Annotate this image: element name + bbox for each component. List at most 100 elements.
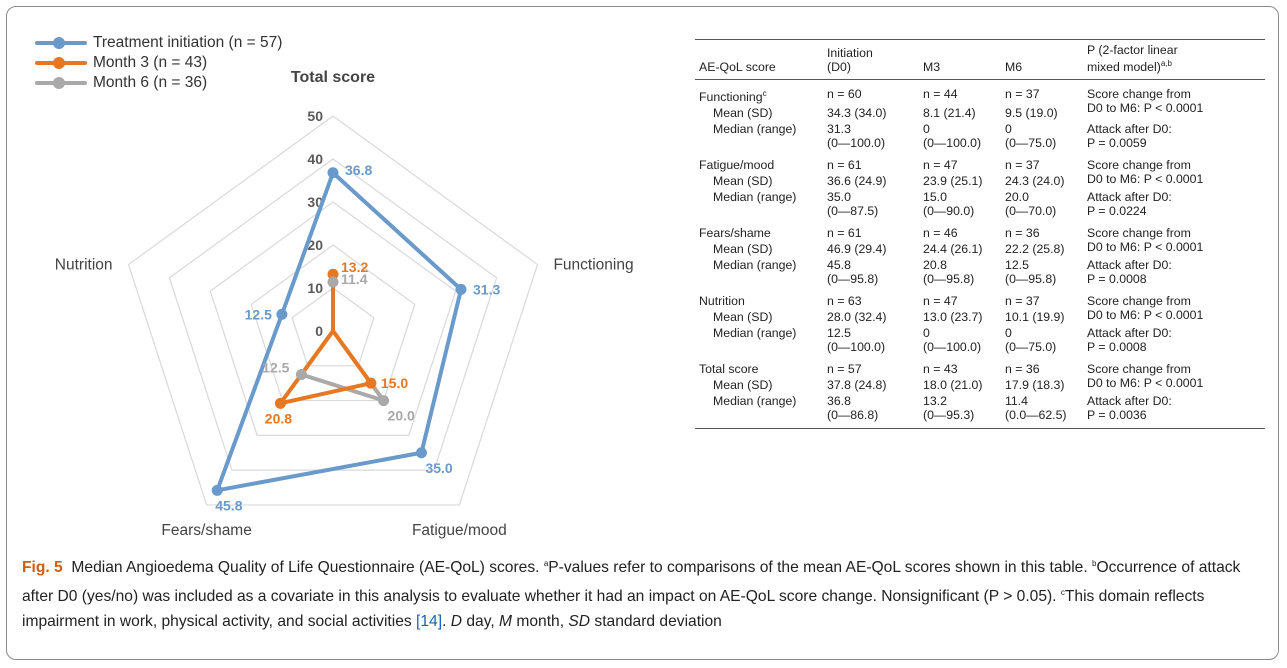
- data-point: [415, 447, 427, 459]
- data-label: 12.5: [245, 306, 272, 322]
- median-range-cell: 0 (0—75.0): [1005, 122, 1057, 151]
- abbr-m: M: [499, 613, 513, 631]
- abbr-d-text: day,: [466, 613, 495, 631]
- grid-ring-30: [209, 201, 457, 436]
- domain-name-cell: Fears/shame: [699, 226, 771, 241]
- caption-title: Median Angioedema Quality of Life Questi…: [71, 559, 540, 577]
- series-line: [215, 170, 464, 493]
- chart-legend: Treatment initiation (n = 57) Month 3 (n …: [33, 33, 282, 93]
- sample-size-cell: n = 43: [923, 362, 958, 377]
- table-row: Mean (SD) 34.3 (34.0) 8.1 (21.4) 9.5 (19.0): [695, 105, 1265, 121]
- footnote-marker: a,b: [1160, 59, 1172, 68]
- median-range-cell: 0 (0—100.0): [923, 326, 982, 355]
- sample-size-cell: n = 57: [827, 362, 862, 377]
- axis-label: Fears/shame: [161, 522, 251, 539]
- row-label-cell: Mean (SD): [713, 106, 773, 121]
- p-value-cell: Attack after D0: P = 0.0036: [1083, 393, 1265, 430]
- data-label: 36.8: [345, 162, 372, 178]
- data-point: [276, 308, 288, 320]
- table-row: Fears/shame n = 61 n = 46 n = 36 Score chang…: [695, 219, 1265, 254]
- table-row: Mean (SD) 37.8 (24.8) 18.0 (21.0) 17.9 (18.…: [695, 377, 1265, 393]
- mean-sd-cell: 8.1 (21.4): [923, 106, 976, 121]
- aeqol-table: AE-QoL score Initiation (D0) M3 M6 P (2-facto…: [695, 38, 1265, 430]
- caption-note-a-marker: a: [543, 559, 549, 568]
- row-label-cell: Mean (SD): [713, 378, 773, 393]
- sample-size-cell: n = 37: [1005, 294, 1040, 309]
- mean-sd-cell: 24.4 (26.1): [923, 242, 983, 257]
- median-range-cell: 31.3 (0—100.0): [827, 122, 886, 151]
- median-range-cell: 0 (0—100.0): [923, 122, 982, 151]
- row-label-cell: Median (range): [713, 258, 797, 273]
- figure-panel: Total score Functioning Fatigue/mood Fears/…: [6, 6, 1279, 660]
- legend-swatch: [33, 53, 89, 73]
- median-range-cell: 13.2 (0—95.3): [919, 393, 1001, 430]
- radar-chart-svg: Total score Functioning Fatigue/mood Fears/…: [55, 69, 634, 539]
- figure-caption: Fig. 5 Median Angioedema Quality of Life…: [22, 559, 1241, 631]
- table-row: Median (range) 31.3 (0—100.0) 0 (0—100.0) 0 (0…: [695, 121, 1265, 151]
- table-row: Mean (SD) 28.0 (32.4) 13.0 (23.7) 10.1 (19.…: [695, 309, 1265, 325]
- data-point: [378, 395, 390, 407]
- p-value-cell: Score change from D0 to M6: P < 0.0001: [1087, 294, 1204, 323]
- figure-label: Fig. 5: [22, 559, 63, 577]
- p-value-cell: Attack after D0: P = 0.0008: [1087, 326, 1172, 355]
- mean-sd-cell: 22.2 (25.8): [1005, 242, 1065, 257]
- sample-size-cell: n = 36: [1005, 362, 1040, 377]
- row-label-cell: Mean (SD): [713, 242, 773, 257]
- row-label-cell: Median (range): [713, 122, 797, 137]
- grid-ring-20: [250, 244, 416, 402]
- table-header-cell: AE-QoL score: [695, 38, 823, 81]
- table-row: Nutrition n = 63 n = 47 n = 37 Score change …: [695, 287, 1265, 322]
- abbr-m-text: month,: [516, 613, 565, 631]
- grid-ring-50: [127, 115, 539, 506]
- table-row: Mean (SD) 46.9 (29.4) 24.4 (26.1) 22.2 (25.…: [695, 241, 1265, 257]
- abbr-sd: SD: [568, 613, 591, 631]
- radial-tick-label: 50: [307, 108, 323, 124]
- mean-sd-cell: 10.1 (19.9): [1005, 310, 1065, 325]
- median-range-cell: 35.0 (0—87.5): [827, 190, 879, 219]
- data-point: [211, 484, 223, 496]
- median-range-cell: 45.8 (0—95.8): [827, 258, 879, 287]
- row-label-cell: Median (range): [713, 326, 797, 341]
- data-point: [455, 283, 467, 295]
- p-value-cell: Attack after D0: P = 0.0008: [1087, 258, 1172, 287]
- p-value-cell: Score change from D0 to M6: P < 0.0001: [1087, 158, 1204, 187]
- data-point: [327, 276, 339, 288]
- data-label: 12.5: [262, 359, 289, 375]
- reference-link[interactable]: [14]: [416, 613, 443, 631]
- sample-size-cell: n = 37: [1005, 87, 1040, 102]
- sample-size-cell: n = 46: [923, 226, 958, 241]
- domain-name-cell: Fatigue/mood: [699, 158, 775, 173]
- sample-size-cell: n = 47: [923, 294, 958, 309]
- series-line: [278, 272, 373, 406]
- p-value-cell: Attack after D0: P = 0.0224: [1087, 190, 1172, 219]
- grid-ring-10: [291, 287, 375, 367]
- data-label: 20.0: [388, 408, 415, 424]
- table-row: Mean (SD) 36.6 (24.9) 23.9 (25.1) 24.3 (24.…: [695, 173, 1265, 189]
- caption-note-c: This domain reflects impairment in work,…: [22, 588, 1205, 631]
- mean-sd-cell: 37.8 (24.8): [827, 378, 887, 393]
- table-header-cell: Initiation (D0): [823, 38, 919, 81]
- data-point: [327, 167, 339, 179]
- data-point: [274, 397, 286, 409]
- mean-sd-cell: 46.9 (29.4): [827, 242, 887, 257]
- mean-sd-cell: 13.0 (23.7): [923, 310, 983, 325]
- sample-size-cell: n = 60: [827, 87, 862, 102]
- row-label-cell: Mean (SD): [713, 310, 773, 325]
- median-range-cell: 0 (0—75.0): [1005, 326, 1057, 355]
- table-row: Median (range) 12.5 (0—100.0) 0 (0—100.0) 0 (0…: [695, 325, 1265, 355]
- mean-sd-cell: 17.9 (18.3): [1005, 378, 1065, 393]
- data-label: 45.8: [215, 497, 242, 513]
- row-label-cell: Mean (SD): [713, 174, 773, 189]
- legend-marker: [53, 37, 65, 49]
- table-header-cell: M3: [919, 38, 1001, 81]
- legend-label: Treatment initiation (n = 57): [93, 34, 283, 51]
- p-value-cell: Score change from D0 to M6: P < 0.0001: [1087, 87, 1204, 116]
- table-row: Median (range) 36.8 (0—86.8) 13.2 (0—95.3) 11…: [695, 393, 1265, 430]
- mean-sd-cell: 34.3 (34.0): [827, 106, 887, 121]
- legend-marker: [53, 57, 65, 69]
- legend-item: Treatment initiation (n = 57): [33, 33, 282, 53]
- data-point: [295, 368, 307, 380]
- radial-tick-label: 20: [307, 237, 323, 253]
- table-header-cell: P (2-factor linear mixed model)a,b: [1083, 38, 1265, 81]
- abbr-sd-text: standard deviation: [594, 613, 722, 631]
